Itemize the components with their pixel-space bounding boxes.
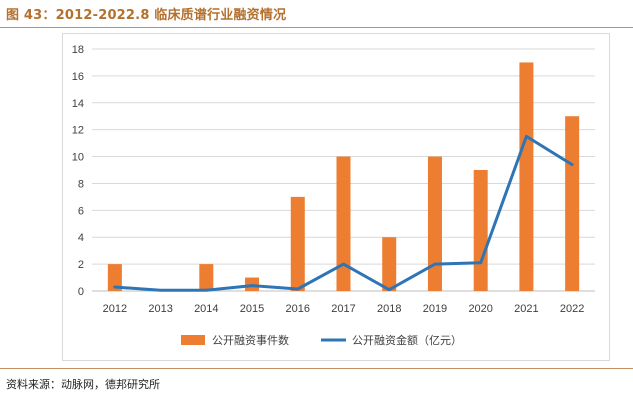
x-tick-label: 2022: [560, 303, 584, 315]
x-tick-label: 2015: [240, 303, 264, 315]
source-note: 资料来源：动脉网，德邦研究所: [6, 378, 160, 391]
y-tick-label: 14: [72, 98, 84, 110]
x-tick-label: 2018: [377, 303, 401, 315]
bar: [427, 156, 442, 291]
x-tick-label: 2020: [468, 303, 492, 315]
x-tick-label: 2019: [423, 303, 447, 315]
x-tick-label: 2012: [103, 303, 127, 315]
x-tick-label: 2013: [148, 303, 172, 315]
x-tick-label: 2014: [194, 303, 218, 315]
y-tick-label: 0: [78, 286, 84, 298]
top-rule: [0, 27, 633, 28]
bar: [473, 170, 488, 291]
figure-title: 图 43：2012-2022.8 临床质谱行业融资情况: [6, 8, 287, 23]
legend-label-line: 公开融资金额（亿元）: [352, 333, 462, 347]
bottom-rule: [0, 368, 633, 369]
bar: [519, 62, 534, 291]
bar: [565, 116, 580, 291]
bar: [336, 156, 351, 291]
y-tick-label: 18: [72, 44, 84, 56]
x-tick-label: 2021: [514, 303, 538, 315]
x-tick-label: 2016: [286, 303, 310, 315]
y-tick-label: 10: [72, 152, 84, 164]
y-tick-label: 8: [78, 178, 84, 190]
legend-label-bar: 公开融资事件数: [212, 334, 289, 347]
bar: [199, 264, 214, 291]
y-tick-label: 4: [78, 232, 84, 244]
legend-swatch-bar: [181, 335, 205, 345]
x-tick-label: 2017: [331, 303, 355, 315]
chart-frame: [62, 33, 610, 361]
series-line: [113, 134, 574, 292]
bar: [107, 264, 122, 291]
bar: [382, 237, 397, 291]
bar: [290, 196, 305, 291]
y-tick-label: 2: [78, 259, 84, 271]
y-tick-label: 16: [72, 71, 84, 83]
y-tick-label: 12: [72, 125, 84, 137]
y-tick-label: 6: [78, 205, 84, 217]
